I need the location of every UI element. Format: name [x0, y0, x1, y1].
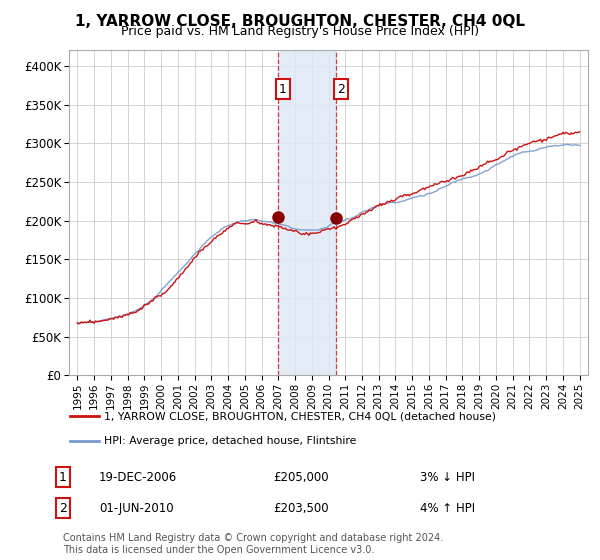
Text: 2: 2 [337, 82, 345, 96]
Text: 4% ↑ HPI: 4% ↑ HPI [420, 502, 475, 515]
Text: 2: 2 [59, 502, 67, 515]
Text: 1: 1 [59, 470, 67, 484]
Text: Contains HM Land Registry data © Crown copyright and database right 2024.
This d: Contains HM Land Registry data © Crown c… [63, 533, 443, 555]
Text: 1, YARROW CLOSE, BROUGHTON, CHESTER, CH4 0QL: 1, YARROW CLOSE, BROUGHTON, CHESTER, CH4… [75, 14, 525, 29]
Text: HPI: Average price, detached house, Flintshire: HPI: Average price, detached house, Flin… [104, 436, 357, 446]
Text: 1: 1 [279, 82, 287, 96]
Bar [278, 50, 335, 375]
Text: £205,000: £205,000 [273, 470, 329, 484]
Text: Price paid vs. HM Land Registry's House Price Index (HPI): Price paid vs. HM Land Registry's House … [121, 25, 479, 38]
Text: 01-JUN-2010: 01-JUN-2010 [99, 502, 173, 515]
Text: £203,500: £203,500 [273, 502, 329, 515]
Text: 3% ↓ HPI: 3% ↓ HPI [420, 470, 475, 484]
Text: 1, YARROW CLOSE, BROUGHTON, CHESTER, CH4 0QL (detached house): 1, YARROW CLOSE, BROUGHTON, CHESTER, CH4… [104, 411, 496, 421]
Text: 19-DEC-2006: 19-DEC-2006 [99, 470, 177, 484]
